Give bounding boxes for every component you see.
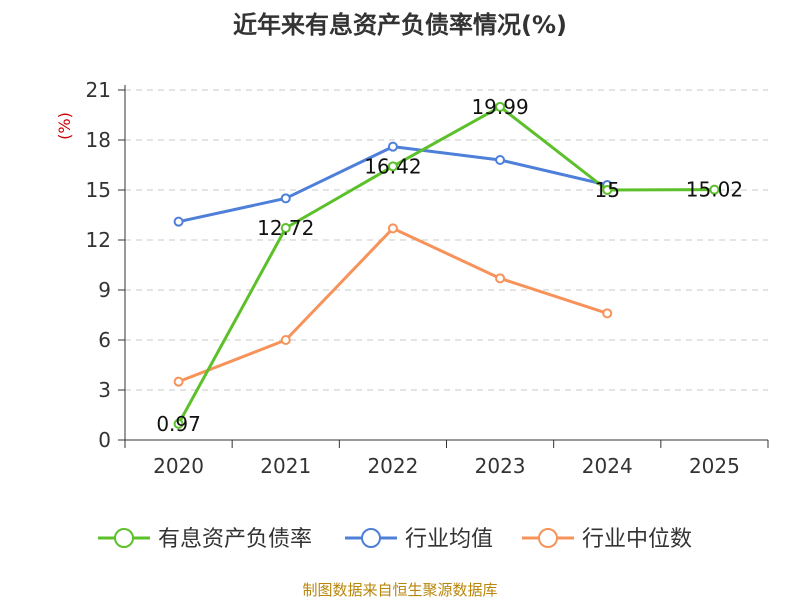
legend-swatch-marker bbox=[114, 528, 134, 548]
data-point bbox=[387, 223, 398, 234]
data-point bbox=[173, 376, 184, 387]
data-point bbox=[280, 193, 291, 204]
y-tick-label: 12 bbox=[86, 228, 111, 252]
data-label: 0.97 bbox=[156, 412, 201, 436]
data-point bbox=[709, 184, 720, 195]
data-point bbox=[173, 418, 184, 429]
data-point bbox=[602, 185, 613, 195]
x-tick-label: 2021 bbox=[260, 454, 311, 478]
data-label: 15 bbox=[595, 178, 620, 202]
legend: 有息资产负债率 行业均值 行业中位数 bbox=[98, 527, 692, 552]
legend-label: 有息资产负债率 bbox=[158, 527, 312, 552]
axes bbox=[118, 85, 769, 448]
source-note: 制图数据来自恒生聚源数据库 bbox=[302, 581, 497, 599]
x-tick-label: 2020 bbox=[153, 454, 204, 478]
y-tick-label: 6 bbox=[98, 328, 111, 352]
grid-lines bbox=[125, 89, 768, 391]
data-point bbox=[495, 273, 506, 284]
y-axis-label: (%) bbox=[55, 112, 74, 140]
data-point bbox=[495, 155, 506, 165]
y-tick-labels: 0 3 6 9 12 15 18 21 bbox=[86, 78, 111, 452]
x-tick-labels: 2020 2021 2022 2023 2024 2025 bbox=[153, 454, 740, 478]
data-point bbox=[280, 335, 291, 345]
data-point bbox=[495, 101, 506, 112]
y-tick-label: 15 bbox=[86, 178, 111, 202]
series-lines bbox=[173, 101, 720, 429]
data-point bbox=[387, 141, 398, 152]
y-tick-label: 3 bbox=[98, 378, 111, 402]
data-point bbox=[602, 308, 613, 319]
data-labels: 0.97 12.72 16.42 19.99 15 15.02 bbox=[156, 95, 743, 436]
x-tick-label: 2022 bbox=[367, 454, 418, 478]
data-point bbox=[173, 216, 184, 227]
series-line bbox=[177, 105, 715, 425]
legend-label: 行业均值 bbox=[405, 527, 493, 552]
legend-swatch-marker bbox=[361, 528, 381, 548]
data-label: 16.42 bbox=[364, 154, 421, 178]
data-label: 12.72 bbox=[257, 216, 314, 240]
x-tick-label: 2025 bbox=[689, 454, 740, 478]
y-tick-label: 18 bbox=[86, 128, 111, 152]
legend-label: 行业中位数 bbox=[582, 527, 692, 552]
y-tick-label: 21 bbox=[86, 78, 111, 102]
data-label: 19.99 bbox=[471, 95, 528, 119]
data-label: 15.02 bbox=[686, 178, 743, 202]
legend-swatch-marker bbox=[538, 528, 558, 548]
chart-title: 近年来有息资产负债率情况(%) bbox=[233, 11, 567, 39]
data-point bbox=[387, 161, 398, 172]
x-tick-label: 2023 bbox=[475, 454, 526, 478]
y-tick-label: 0 bbox=[98, 428, 111, 452]
data-point bbox=[280, 223, 291, 233]
y-tick-label: 9 bbox=[98, 278, 111, 302]
x-tick-label: 2024 bbox=[582, 454, 633, 478]
